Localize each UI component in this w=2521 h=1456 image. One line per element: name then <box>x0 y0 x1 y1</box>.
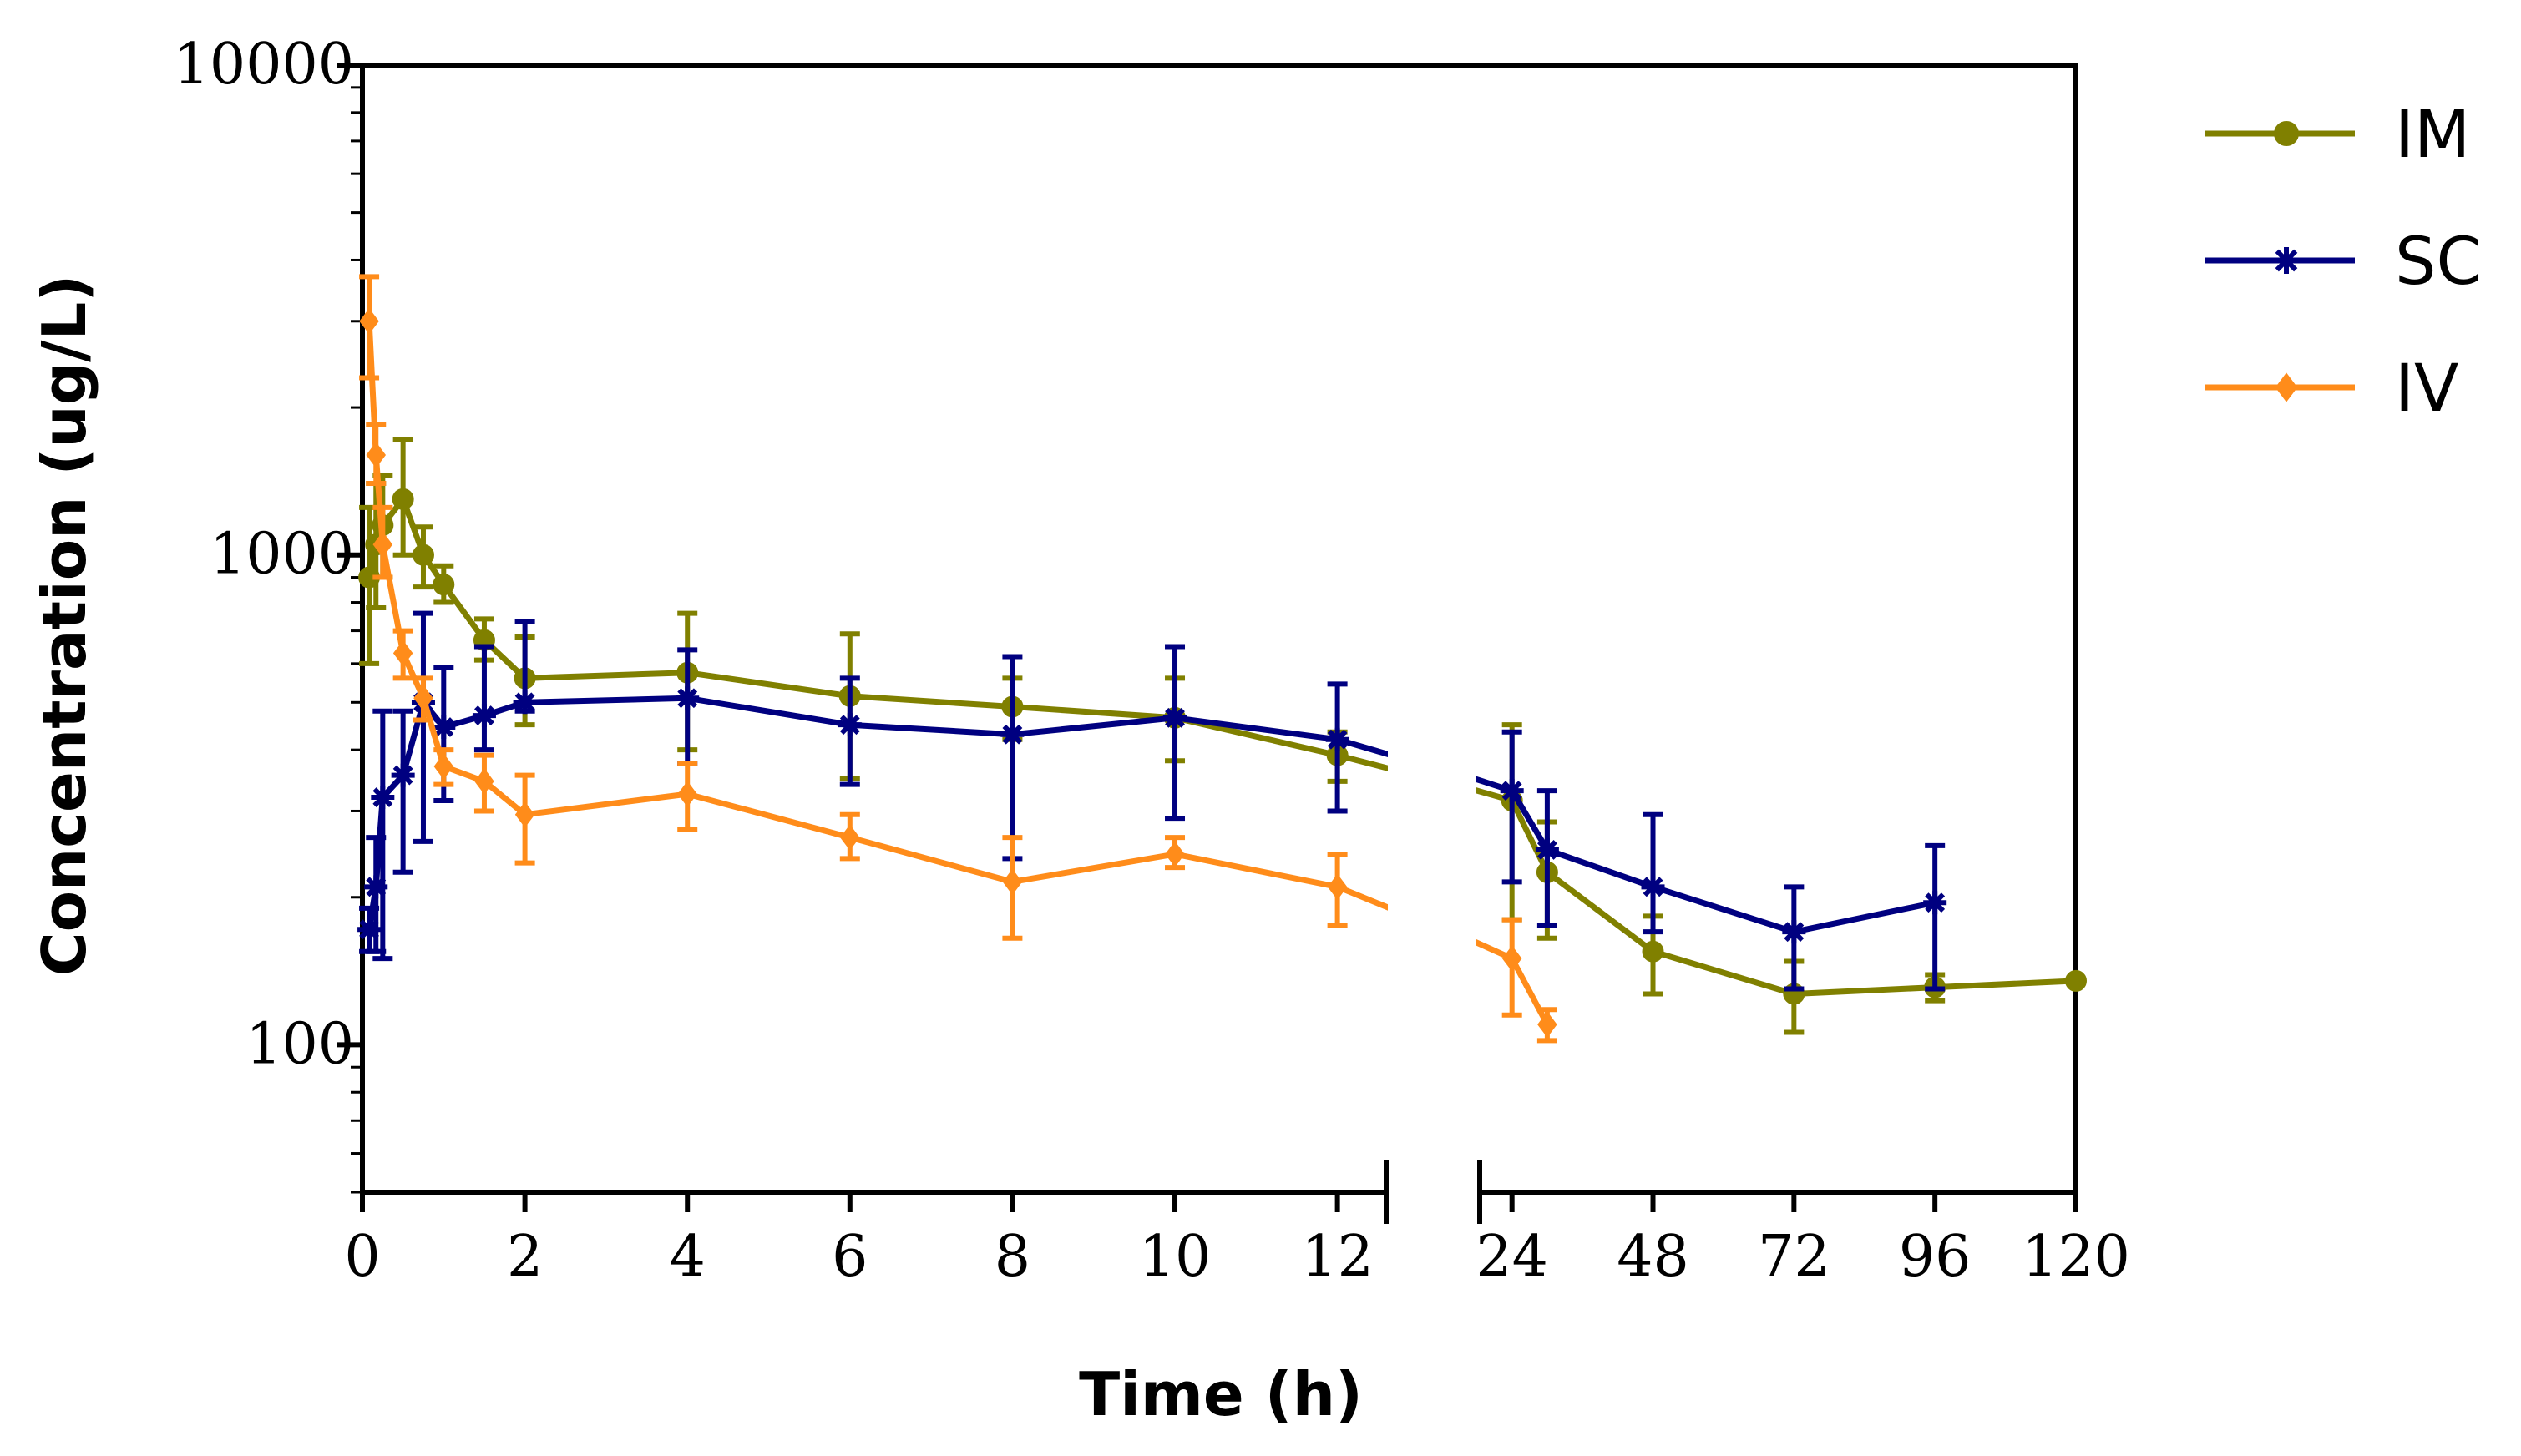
legend-swatch-marker <box>2273 247 2300 274</box>
x-tick-label: 4 <box>670 1224 706 1290</box>
series-line-im <box>1476 787 2077 997</box>
y-axis-title: Concentration (ug/L) <box>29 275 99 977</box>
error-bar <box>1165 644 1186 822</box>
legend-swatch-marker <box>2274 121 2299 146</box>
legend-entry-sc: SC <box>2205 225 2482 300</box>
series-sc <box>357 610 1947 992</box>
error-bar <box>392 708 413 875</box>
data-point <box>1782 920 1806 944</box>
error-bar <box>1002 654 1023 862</box>
legend-swatch-marker <box>2275 372 2298 402</box>
data-point <box>413 685 433 711</box>
legend-label: SC <box>2395 225 2482 300</box>
x-tick-label: 2 <box>507 1224 543 1290</box>
data-point <box>1923 891 1947 915</box>
data-point <box>1165 841 1185 867</box>
x-tick-label: 10 <box>1139 1224 1212 1290</box>
data-point <box>513 690 537 715</box>
x-tick-label: 0 <box>344 1224 380 1290</box>
x-tick-label: 120 <box>2022 1224 2130 1290</box>
x-tick-label: 96 <box>1899 1224 1972 1290</box>
y-tick-label: 1000 <box>210 522 354 588</box>
legend: IM SC IV <box>2205 98 2482 427</box>
data-point <box>1325 727 1349 751</box>
error-bar <box>413 610 433 844</box>
y-axis: 100 1000 10000 <box>174 32 2078 1194</box>
data-point <box>1535 837 1559 862</box>
legend-entry-iv: IV <box>2205 351 2458 427</box>
data-point <box>364 875 388 899</box>
legend-label: IV <box>2395 351 2458 427</box>
data-point <box>1501 945 1522 972</box>
x-tick-label: 48 <box>1617 1224 1689 1290</box>
x-tick-label: 8 <box>995 1224 1030 1290</box>
plot-area <box>357 274 2087 1044</box>
data-point <box>357 918 382 942</box>
error-bar <box>1643 811 1663 935</box>
data-point <box>433 574 455 596</box>
data-point <box>472 704 496 728</box>
x-axis-title: Time (h) <box>1079 1359 1363 1429</box>
data-point <box>2065 969 2087 992</box>
data-point <box>366 442 386 468</box>
data-point <box>1163 705 1187 730</box>
data-point <box>372 531 393 558</box>
data-point <box>432 715 456 739</box>
error-bar <box>372 708 393 962</box>
data-point <box>412 543 434 566</box>
x-tick-label: 72 <box>1758 1224 1830 1290</box>
series-line-iv <box>366 321 1388 911</box>
series-line-sc <box>1476 776 1936 935</box>
data-point <box>514 801 535 828</box>
data-point <box>474 768 494 795</box>
x-tick-label: 6 <box>832 1224 868 1290</box>
data-point <box>392 640 413 667</box>
legend-label: IM <box>2395 98 2470 173</box>
error-bar <box>473 644 494 753</box>
data-point <box>1537 1011 1557 1038</box>
y-tick-label: 10000 <box>174 32 354 98</box>
data-point <box>392 488 414 510</box>
series-im <box>358 437 2087 1035</box>
data-point <box>1500 779 1524 803</box>
data-point <box>838 713 862 737</box>
data-point <box>1642 940 1664 963</box>
x-tick-label: 12 <box>1301 1224 1374 1290</box>
data-point <box>840 824 860 851</box>
series-iv <box>359 274 1557 1044</box>
data-point <box>391 763 415 787</box>
error-bar <box>1925 842 1946 992</box>
data-point <box>1327 873 1348 901</box>
x-tick-label: 24 <box>1476 1224 1548 1290</box>
data-point <box>677 781 697 807</box>
data-point <box>1000 722 1025 746</box>
data-point <box>1002 868 1023 896</box>
x-axis: 0 2 4 6 8 10 12 24 48 72 96 120 <box>344 1160 2130 1290</box>
data-point <box>433 753 454 780</box>
legend-entry-im: IM <box>2205 98 2470 173</box>
error-bar <box>1501 729 1522 885</box>
data-point <box>359 308 379 335</box>
data-point <box>1641 875 1665 899</box>
y-tick-label: 100 <box>246 1011 354 1077</box>
data-point <box>371 786 395 810</box>
data-point <box>676 686 700 710</box>
